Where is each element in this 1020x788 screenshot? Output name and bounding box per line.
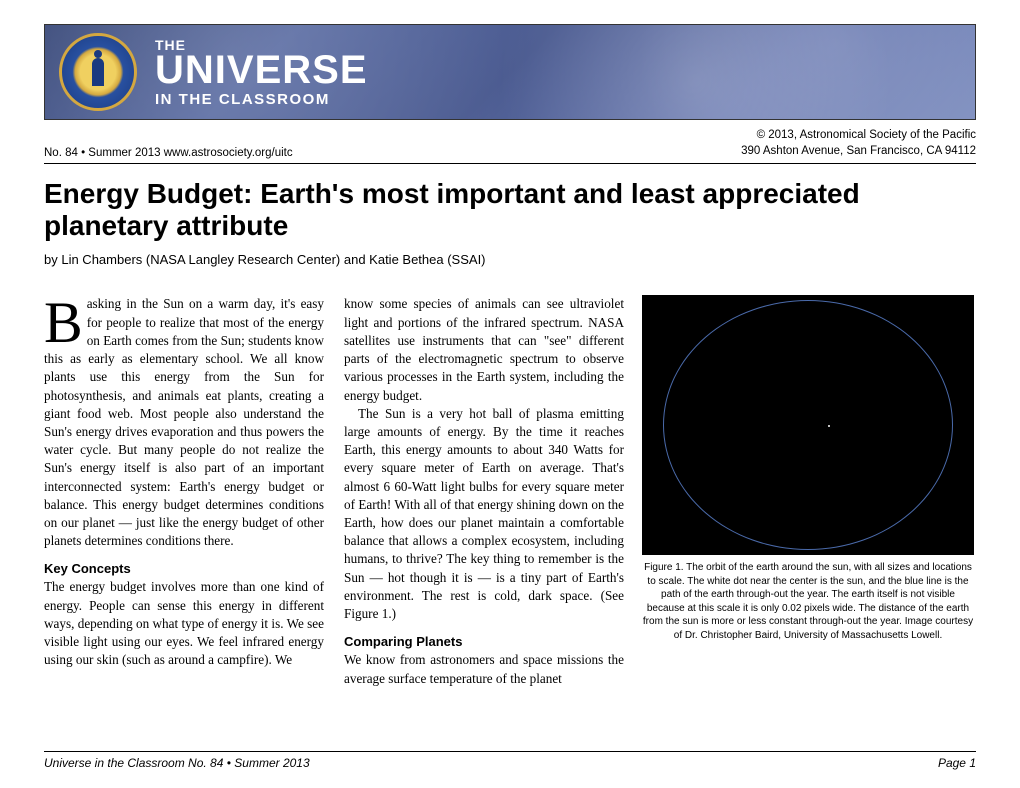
paragraph-4: The Sun is a very hot ball of plasma emi… xyxy=(344,405,624,624)
page: THE UNIVERSE IN THE CLASSROOM No. 84 • S… xyxy=(0,0,1020,688)
paragraph-3: know some species of animals can see ult… xyxy=(344,295,624,404)
subhead-key-concepts: Key Concepts xyxy=(44,560,324,578)
masthead-banner: THE UNIVERSE IN THE CLASSROOM xyxy=(44,24,976,120)
banner-subtitle: IN THE CLASSROOM xyxy=(155,91,368,108)
copyright-line: © 2013, Astronomical Society of the Paci… xyxy=(741,128,976,144)
figure-1-caption: Figure 1. The orbit of the earth around … xyxy=(642,561,974,642)
asp-logo-icon xyxy=(59,33,137,111)
text-columns: Basking in the Sun on a warm day, it's e… xyxy=(44,295,624,687)
issue-meta-row: No. 84 • Summer 2013 www.astrosociety.or… xyxy=(44,128,976,164)
article-headline: Energy Budget: Earth's most important an… xyxy=(44,178,976,242)
subhead-comparing-planets: Comparing Planets xyxy=(344,633,624,651)
figure-1-image xyxy=(642,295,974,555)
orbit-ellipse-icon xyxy=(663,300,953,550)
p1-text: asking in the Sun on a warm day, it's ea… xyxy=(44,296,324,548)
banner-text-block: THE UNIVERSE IN THE CLASSROOM xyxy=(155,37,368,108)
footer-left: Universe in the Classroom No. 84 • Summe… xyxy=(44,756,310,770)
issue-number: No. 84 • Summer 2013 www.astrosociety.or… xyxy=(44,147,293,159)
page-footer: Universe in the Classroom No. 84 • Summe… xyxy=(44,751,976,770)
paragraph-2: The energy budget involves more than one… xyxy=(44,578,324,669)
publisher-info: © 2013, Astronomical Society of the Paci… xyxy=(741,128,976,159)
dropcap: B xyxy=(44,295,87,347)
address-line: 390 Ashton Avenue, San Francisco, CA 941… xyxy=(741,144,976,160)
footer-right: Page 1 xyxy=(938,756,976,770)
article-byline: by Lin Chambers (NASA Langley Research C… xyxy=(44,252,976,267)
article-body: Basking in the Sun on a warm day, it's e… xyxy=(44,295,976,687)
paragraph-1: Basking in the Sun on a warm day, it's e… xyxy=(44,295,324,550)
figure-column: Figure 1. The orbit of the earth around … xyxy=(642,295,974,687)
paragraph-5: We know from astronomers and space missi… xyxy=(344,651,624,687)
banner-title: UNIVERSE xyxy=(155,51,368,89)
